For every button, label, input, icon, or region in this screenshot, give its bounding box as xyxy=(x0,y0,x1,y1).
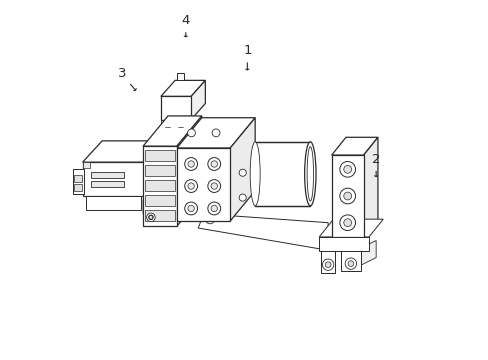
Ellipse shape xyxy=(304,142,315,206)
Circle shape xyxy=(339,188,355,204)
Polygon shape xyxy=(161,96,191,120)
Polygon shape xyxy=(82,162,144,196)
Polygon shape xyxy=(319,237,368,251)
Polygon shape xyxy=(319,219,383,237)
Circle shape xyxy=(343,219,351,226)
Polygon shape xyxy=(144,150,175,161)
Circle shape xyxy=(187,183,194,189)
Circle shape xyxy=(322,259,333,270)
Polygon shape xyxy=(320,251,335,273)
Polygon shape xyxy=(74,175,82,182)
Circle shape xyxy=(184,180,197,193)
Polygon shape xyxy=(144,141,164,196)
Polygon shape xyxy=(144,180,175,191)
Circle shape xyxy=(207,217,212,221)
Circle shape xyxy=(177,127,183,134)
Circle shape xyxy=(164,127,170,134)
Circle shape xyxy=(167,207,172,211)
Polygon shape xyxy=(143,146,177,226)
Circle shape xyxy=(212,129,220,137)
Polygon shape xyxy=(74,184,82,191)
Circle shape xyxy=(211,161,217,167)
Circle shape xyxy=(211,205,217,212)
Circle shape xyxy=(343,165,351,173)
Circle shape xyxy=(205,215,214,224)
Polygon shape xyxy=(341,251,360,271)
Polygon shape xyxy=(198,214,327,249)
Polygon shape xyxy=(144,195,175,206)
Circle shape xyxy=(239,169,246,176)
Circle shape xyxy=(187,161,194,167)
Circle shape xyxy=(165,205,174,213)
Polygon shape xyxy=(82,162,89,167)
Circle shape xyxy=(184,202,197,215)
Polygon shape xyxy=(177,148,230,221)
Polygon shape xyxy=(191,80,205,120)
Circle shape xyxy=(148,215,153,220)
Ellipse shape xyxy=(250,142,260,206)
Polygon shape xyxy=(161,120,173,130)
Polygon shape xyxy=(363,137,377,237)
Circle shape xyxy=(187,129,195,137)
Polygon shape xyxy=(143,199,175,214)
Circle shape xyxy=(339,215,355,230)
Polygon shape xyxy=(161,80,205,96)
Text: 4: 4 xyxy=(181,14,189,37)
Text: 1: 1 xyxy=(243,44,251,70)
Circle shape xyxy=(207,158,220,170)
Polygon shape xyxy=(230,118,255,221)
Circle shape xyxy=(345,258,356,269)
Polygon shape xyxy=(177,73,183,80)
Polygon shape xyxy=(143,116,202,146)
Polygon shape xyxy=(354,240,375,268)
Circle shape xyxy=(184,158,197,170)
Polygon shape xyxy=(86,181,155,196)
Circle shape xyxy=(339,162,355,177)
Circle shape xyxy=(174,124,186,136)
Text: 3: 3 xyxy=(117,67,136,91)
Polygon shape xyxy=(144,165,175,176)
Polygon shape xyxy=(73,169,84,194)
Circle shape xyxy=(146,213,155,222)
Polygon shape xyxy=(331,155,363,237)
Polygon shape xyxy=(174,120,186,130)
Polygon shape xyxy=(177,118,255,148)
Polygon shape xyxy=(144,210,175,221)
Circle shape xyxy=(325,262,330,267)
Circle shape xyxy=(207,180,220,193)
Polygon shape xyxy=(91,172,123,177)
Polygon shape xyxy=(331,137,377,155)
Polygon shape xyxy=(255,142,310,206)
Circle shape xyxy=(207,202,220,215)
Polygon shape xyxy=(82,141,164,162)
Circle shape xyxy=(211,183,217,189)
Ellipse shape xyxy=(306,147,313,201)
Circle shape xyxy=(161,124,173,136)
Circle shape xyxy=(347,261,353,266)
Text: 2: 2 xyxy=(371,153,380,177)
Circle shape xyxy=(187,205,194,212)
Polygon shape xyxy=(86,196,141,210)
Polygon shape xyxy=(177,116,202,226)
Polygon shape xyxy=(91,181,123,187)
Circle shape xyxy=(239,194,246,201)
Circle shape xyxy=(343,192,351,200)
